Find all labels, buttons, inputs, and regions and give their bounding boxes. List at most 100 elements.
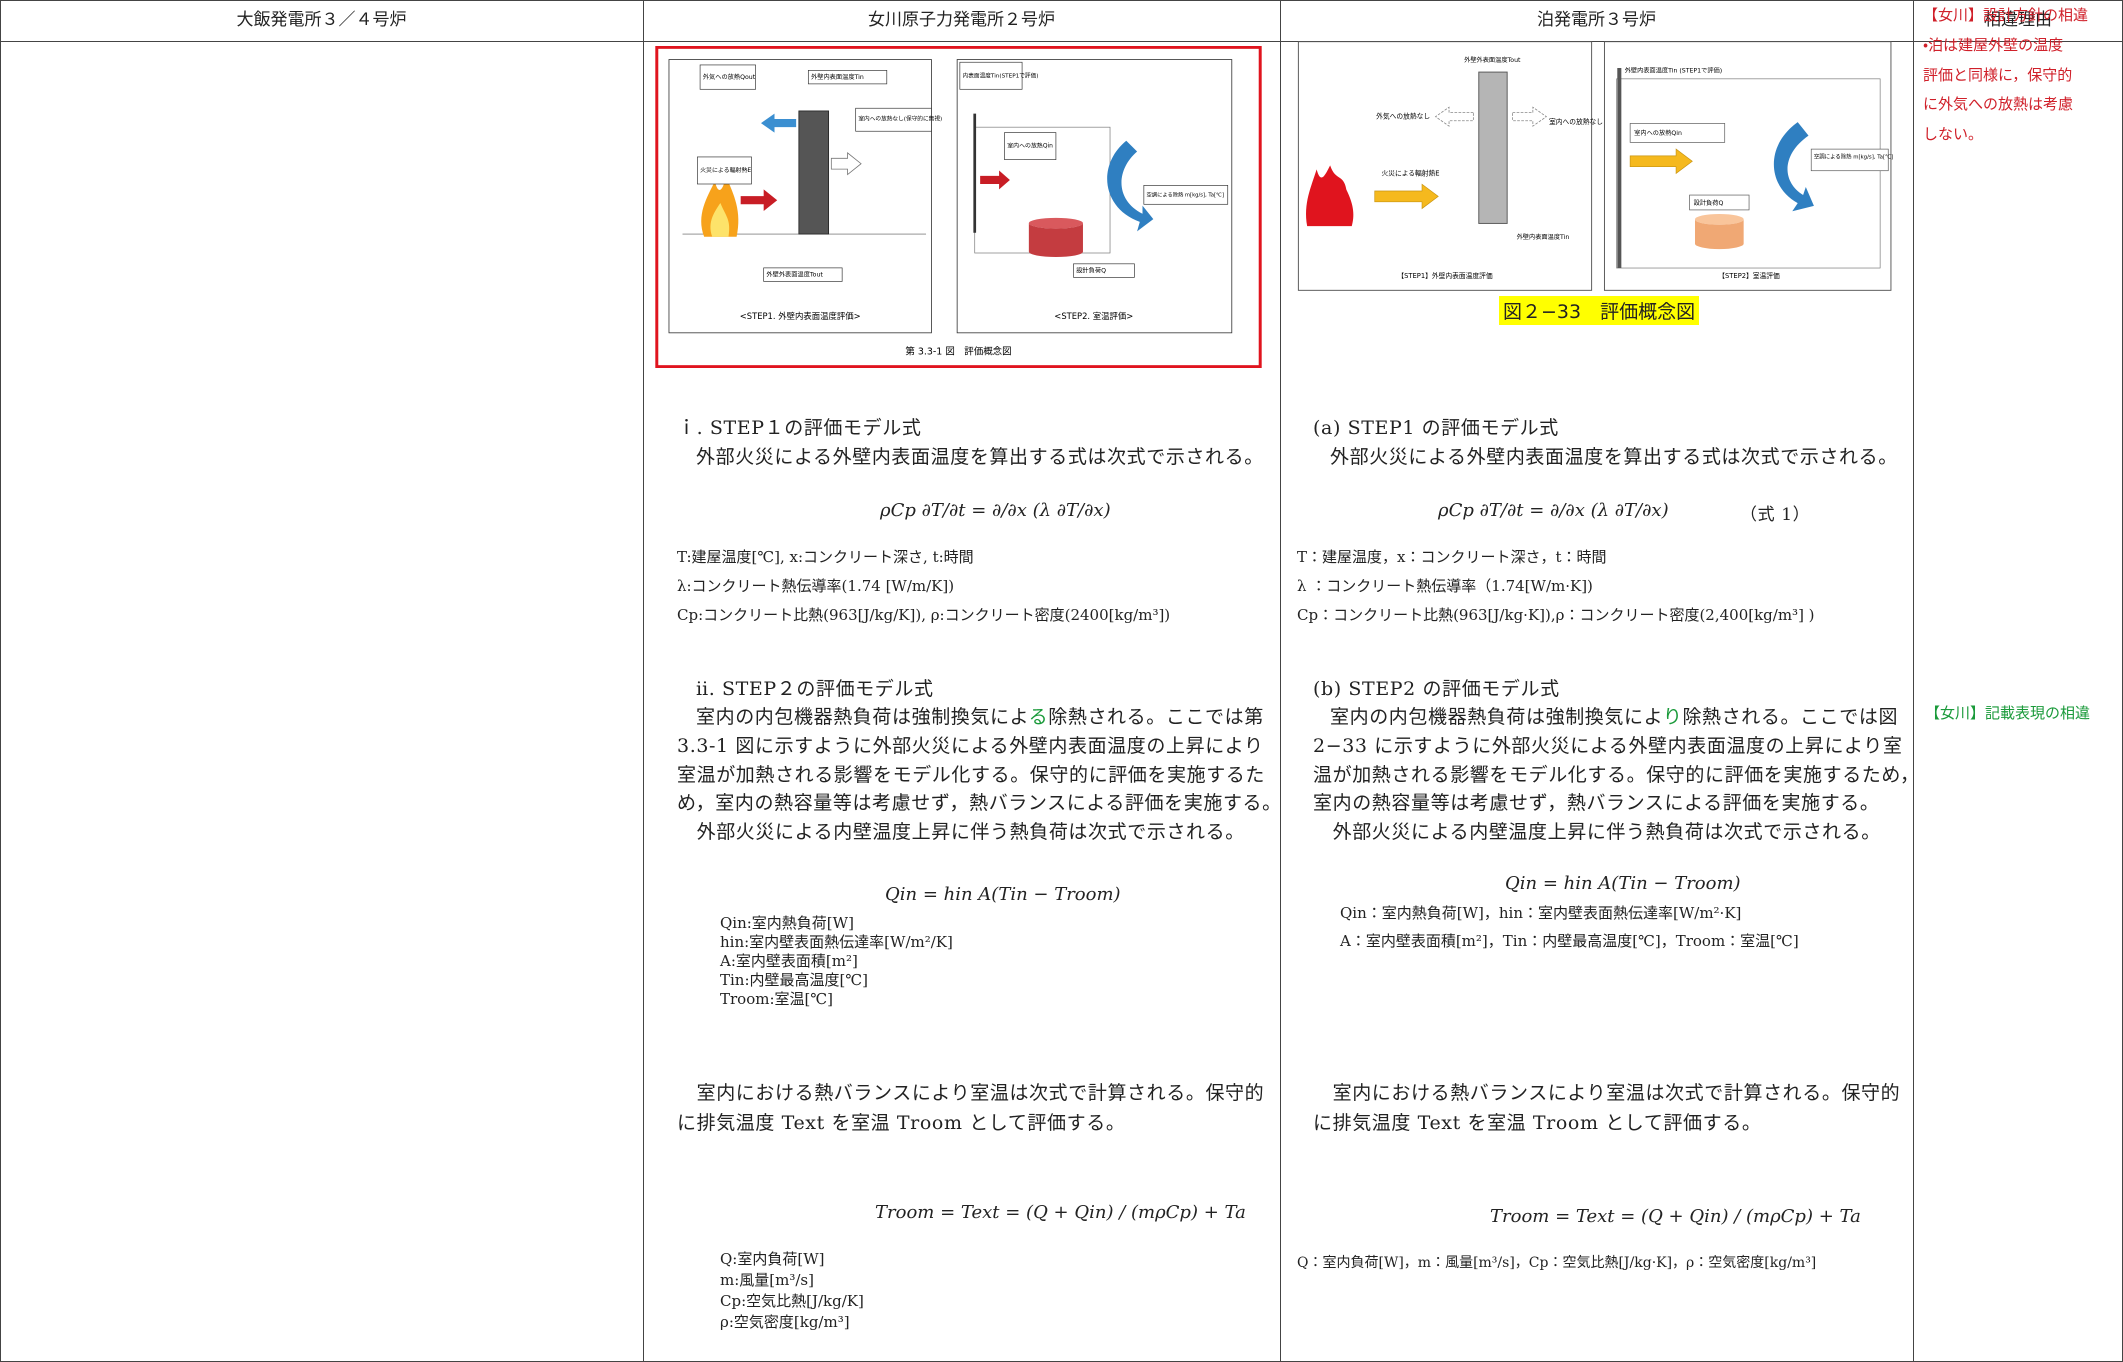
figure-label: 設計負荷Q <box>1694 199 1724 207</box>
panel-caption: 【STEP1】外壁内表面温度評価 <box>1397 271 1493 280</box>
panel-caption: <STEP1. 外壁内表面温度評価> <box>740 311 861 321</box>
figure-label: 室内への放熱なし <box>1549 117 1603 126</box>
paragraph-line: 室内における熱バランスにより室温は次式で計算される。保守的 <box>677 1082 1265 1104</box>
figure-label: 設計負荷Q <box>1076 267 1106 275</box>
heading: ｉ. STEP１の評価モデル式 <box>677 417 922 439</box>
definition: Tin:内壁最高温度[℃] <box>720 971 869 989</box>
formula: Qin = hin A(Tin − Troom) <box>885 884 1121 905</box>
figure-label: 外気への放熱なし <box>1376 112 1430 121</box>
difference-reason: に外気への放熱は考慮 <box>1923 95 2074 114</box>
paragraph-line: 室内の熱容量等は考慮せず，熱バランスによる評価を実施する。 <box>1313 792 1880 815</box>
arrow <box>740 189 778 212</box>
concept-figure: 外壁外表面温度Tout 外気への放熱なし 室内への放熱なし 火災による輻射熱E … <box>1297 41 1893 291</box>
arrow <box>1374 183 1439 210</box>
heading: (a) STEP1 の評価モデル式 <box>1313 417 1559 439</box>
arrow <box>760 113 797 133</box>
figure-label: 外壁外表面温度Tout <box>1464 56 1521 64</box>
definition: Cp：コンクリート比熱(963[J/kg·K]),ρ：コンクリート密度(2,40… <box>1297 606 1815 624</box>
paragraph-line: 2−33 に示すように外部火災による外壁内表面温度の上昇により室 <box>1313 735 1903 757</box>
label-box <box>763 267 843 282</box>
cylinder <box>1028 223 1083 258</box>
heading: ⅱ. STEP２の評価モデル式 <box>696 678 934 700</box>
wall <box>798 110 830 235</box>
difference-reason: ・泊は建屋外壁の温度 <box>1923 35 2064 54</box>
figure-label: 室内への放熱なし(保守的に無視) <box>858 115 942 123</box>
curved-arrow <box>1107 140 1154 232</box>
paragraph: 室内の内包機器熱負荷は強制換気により除熱される。ここでは図 <box>1330 702 1898 729</box>
label-box <box>1004 132 1057 160</box>
definition: ρ:空気密度[kg/m³] <box>720 1313 850 1331</box>
definition: Cp:空気比熱[J/kg/K] <box>720 1292 864 1310</box>
flame <box>1306 165 1354 227</box>
difference-reason: しない。 <box>1923 125 1984 144</box>
column-rule <box>1280 0 1281 1362</box>
cylinder-top <box>1695 213 1744 225</box>
definition: Cp:コンクリート比熱(963[J/kg/K]), ρ:コンクリート密度(240… <box>677 606 1171 624</box>
definition: T:建屋温度[℃], x:コンクリート深さ, t:時間 <box>677 548 974 566</box>
heading: (b) STEP2 の評価モデル式 <box>1313 678 1560 700</box>
definition: hin:室内壁表面熱伝達率[W/m²/K] <box>720 933 953 951</box>
formula: ρCp ∂T/∂t = ∂/∂x (λ ∂T/∂x) <box>1438 500 1669 521</box>
flame-core <box>710 202 730 237</box>
formula: Qin = hin A(Tin − Troom) <box>1505 873 1741 894</box>
arrow <box>980 170 1010 190</box>
concept-figure: 外気への放熱Qout 外壁内表面温度Tin 室内への放熱なし(保守的に無視) 火… <box>655 46 1262 368</box>
paragraph-line: 室内における熱バランスにより室温は次式で計算される。保守的 <box>1313 1082 1901 1104</box>
paragraph-line: 外部火災による内壁温度上昇に伴う熱負荷は次式で示される。 <box>677 820 1245 843</box>
label-box <box>1810 148 1889 172</box>
label-box <box>697 156 752 185</box>
header-cell: 相違理由 <box>1984 10 2052 30</box>
figure-label: 外壁内表面温度Tin <box>1517 233 1570 241</box>
figure-caption: 図２−33 評価概念図 <box>1499 296 1700 325</box>
figure-label: 外壁内表面温度Tin (STEP1で評価) <box>1625 67 1722 75</box>
curved-arrow <box>1773 122 1814 212</box>
label-box <box>1689 194 1750 211</box>
text: 室内の内包機器熱負荷は強制換気によ <box>696 706 1029 728</box>
header-cell: 大飯発電所３／４号炉 <box>236 10 407 30</box>
paragraph-line: 温が加熱される影響をモデル化する。保守的に評価を実施するため， <box>1313 763 1920 786</box>
text: 室内の内包機器熱負荷は強制換気によ <box>1330 706 1663 728</box>
text: 除熱される。ここでは第 <box>1048 706 1264 728</box>
label-box <box>699 64 756 90</box>
definition: T：建屋温度，x：コンクリート深さ，t：時間 <box>1297 548 1607 566</box>
paragraph-line: 室温が加熱される影響をモデル化する。保守的に評価を実施するた <box>677 763 1266 786</box>
panel <box>1297 41 1593 291</box>
cylinder-top <box>1028 217 1083 229</box>
definition: Qin:室内熱負荷[W] <box>720 914 854 932</box>
arrow <box>1434 106 1474 127</box>
label-box <box>1629 123 1726 143</box>
highlight: り <box>1662 706 1683 728</box>
definition: A:室内壁表面積[m²] <box>720 952 858 970</box>
definition: A：室内壁表面積[m²]，Tin：内壁最高温度[℃]，Troom：室温[℃] <box>1340 932 1799 950</box>
definition: λ ：コンクリート熱伝導率（1.74[W/m·K]) <box>1297 577 1593 595</box>
panel-caption: <STEP2. 室温評価> <box>1054 311 1133 321</box>
definition: Q：室内負荷[W]，m：風量[m³/s]，Cp：空気比熱[J/kg·K]，ρ：空… <box>1297 1255 1817 1271</box>
label-box <box>1143 185 1229 205</box>
definition: Qin：室内熱負荷[W]，hin：室内壁表面熱伝達率[W/m²·K] <box>1340 904 1742 922</box>
header-rule <box>0 41 2123 42</box>
difference-reason: 【女川】記載表現の相違 <box>1925 704 2091 722</box>
figure-label: 火災による輻射熱E <box>700 166 751 174</box>
figure-label: 空調による除熱 m[kg/s], Ta[℃] <box>1814 153 1893 161</box>
cylinder <box>1695 219 1744 250</box>
definition: λ:コンクリート熱伝導率(1.74 [W/m/K]) <box>677 577 955 595</box>
figure-label: 火災による輻射熱E <box>1381 168 1439 177</box>
definition: m:風量[m³/s] <box>720 1271 814 1289</box>
arrow <box>1512 106 1548 127</box>
formula: Troom = Text = (Q + Qin) / (mρCp) + Ta <box>1490 1206 1861 1227</box>
equation-number: （式 1） <box>1740 505 1811 525</box>
paragraph-line: め，室内の熱容量等は考慮せず，熱バランスによる評価を実施する。 <box>677 792 1282 815</box>
figure-label: 外気への放熱Qout <box>703 73 756 81</box>
paragraph-line: に排気温度 Text を室温 Troom として評価する。 <box>677 1112 1126 1134</box>
paragraph-line: 3.3-1 図に示すように外部火災による外壁内表面温度の上昇により <box>677 735 1264 757</box>
arrow <box>1629 148 1693 175</box>
label-box <box>855 107 932 132</box>
figure-label: 外壁内表面温度Tin <box>811 73 864 81</box>
definition: Troom:室温[℃] <box>720 990 833 1008</box>
paragraph: 外部火災による外壁内表面温度を算出する式は次式で示される。 <box>696 446 1264 468</box>
figure-caption: 第 3.3-1 図 評価概念図 <box>905 345 1011 357</box>
figure-label: 室内への放熱Qin <box>1007 142 1053 150</box>
paragraph: 外部火災による外壁内表面温度を算出する式は次式で示される。 <box>1330 446 1898 468</box>
panel-caption: 【STEP2】室温評価 <box>1718 271 1780 280</box>
